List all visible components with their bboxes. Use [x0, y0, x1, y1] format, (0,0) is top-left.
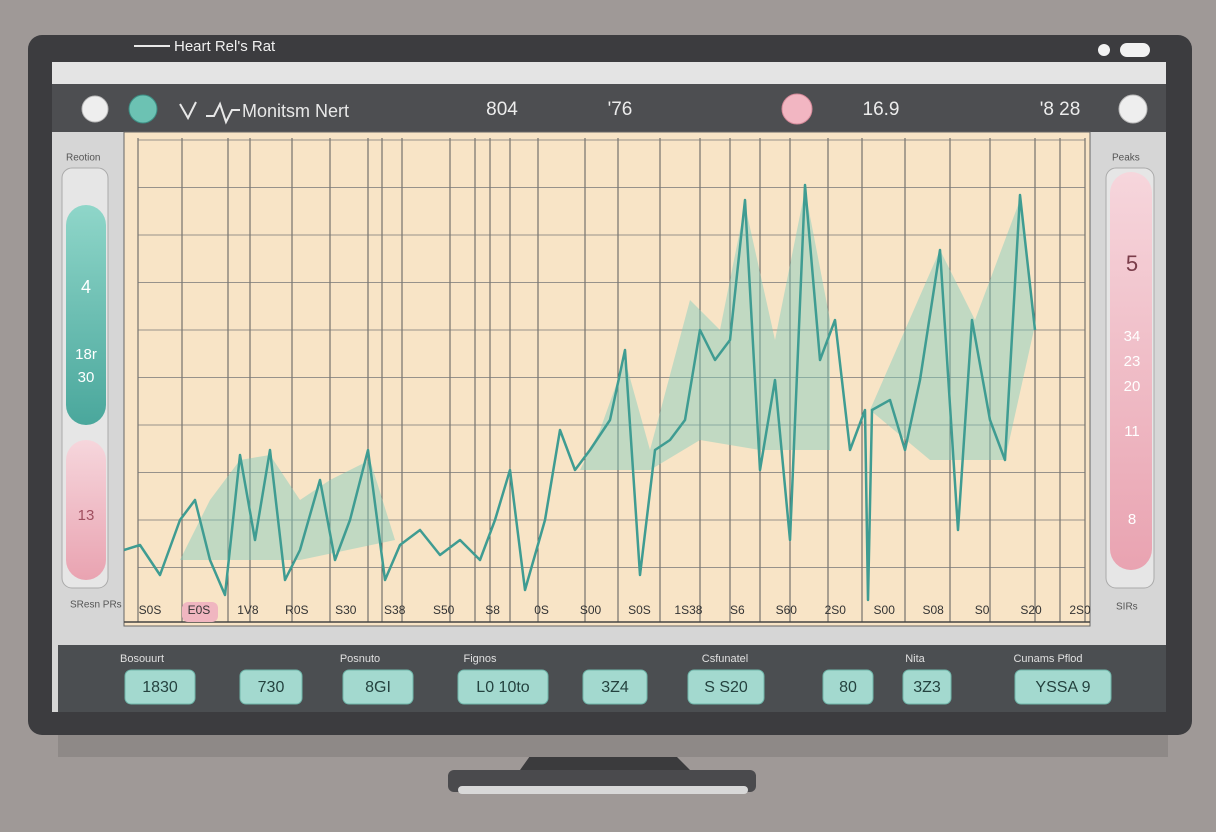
- control-button[interactable]: [902, 669, 952, 705]
- control-button[interactable]: [1014, 669, 1112, 705]
- control-label: Cunams Pflod: [1013, 653, 1082, 665]
- left-footer: SResn PRs: [70, 600, 122, 611]
- x-label: S6: [730, 603, 745, 617]
- x-label: 0S: [534, 603, 549, 617]
- header-button[interactable]: [1118, 94, 1148, 124]
- marker: [182, 602, 218, 622]
- header-button[interactable]: [81, 95, 109, 123]
- header-button[interactable]: [781, 93, 813, 125]
- control-button[interactable]: [124, 669, 196, 705]
- left-value: 4: [81, 277, 91, 297]
- waveform-fill: [180, 190, 1035, 560]
- heart-icon: [179, 101, 240, 125]
- right-value: 8: [1128, 511, 1136, 528]
- stand-base-edge: [458, 786, 748, 794]
- window-dot[interactable]: [1098, 44, 1110, 56]
- x-label: S00: [580, 603, 602, 617]
- x-label: S0S: [628, 603, 651, 617]
- x-label: S8: [485, 603, 500, 617]
- x-label: S38: [384, 603, 406, 617]
- header-reading: '76: [608, 99, 633, 120]
- control-label: Fignos: [463, 653, 497, 665]
- control-button-label[interactable]: S S20: [704, 679, 748, 696]
- right-footer: SIRs: [1116, 602, 1138, 613]
- control-label: Bosouurt: [120, 653, 164, 665]
- chart-area: [123, 131, 1091, 627]
- waveform: [123, 183, 1037, 602]
- control-button[interactable]: [342, 669, 414, 705]
- control-button-label[interactable]: L0 10to: [476, 679, 529, 696]
- control-label: Nita: [905, 653, 925, 665]
- control-button[interactable]: [239, 669, 303, 705]
- top-strip: [52, 62, 1166, 84]
- control-button-label[interactable]: 3Z4: [601, 679, 629, 696]
- x-label: 2S0: [1069, 603, 1091, 617]
- control-button-label[interactable]: 80: [839, 679, 857, 696]
- right-value: 34: [1124, 328, 1141, 345]
- left-value: 13: [78, 507, 95, 524]
- control-button[interactable]: [822, 669, 874, 705]
- header-title: Monitsm Nert: [242, 101, 349, 121]
- x-label: S50: [433, 603, 455, 617]
- x-label: S00: [874, 603, 896, 617]
- control-button-label[interactable]: YSSA 9: [1035, 679, 1090, 696]
- left-value: 18r: [75, 346, 97, 363]
- control-button-label[interactable]: 3Z3: [913, 679, 941, 696]
- x-label: S08: [922, 603, 944, 617]
- left-gauge-pink: [66, 440, 106, 580]
- x-label: S30: [335, 603, 357, 617]
- control-button[interactable]: [687, 669, 765, 705]
- right-value: 11: [1124, 423, 1140, 440]
- window-title: Heart Rel's Rat: [174, 38, 276, 55]
- left-value: 30: [78, 369, 95, 386]
- control-label: Csfunatel: [702, 653, 748, 665]
- control-button-label[interactable]: 730: [258, 679, 285, 696]
- x-label: S60: [776, 603, 798, 617]
- header-reading: '8 28: [1040, 99, 1081, 120]
- x-label: 1S38: [674, 603, 702, 617]
- left-label: Reotion: [66, 153, 100, 164]
- header-reading: 804: [486, 99, 518, 120]
- right-value: 5: [1126, 251, 1138, 276]
- x-label: 1V8: [237, 603, 259, 617]
- window-toggle[interactable]: [1120, 43, 1150, 57]
- control-button-label[interactable]: 1830: [142, 679, 178, 696]
- control-button[interactable]: [457, 669, 549, 705]
- header-reading: 16.9: [863, 99, 900, 120]
- x-label: E0S: [188, 603, 211, 617]
- header-band: [52, 84, 1166, 132]
- right-gauge: [1110, 172, 1152, 570]
- control-button-label[interactable]: 8GI: [365, 679, 391, 696]
- header-button[interactable]: [128, 94, 158, 124]
- frame-shadow: [58, 735, 1168, 757]
- x-label: R0S: [285, 603, 308, 617]
- x-label: S0: [975, 603, 990, 617]
- x-label: S0S: [139, 603, 162, 617]
- right-value: 23: [1124, 353, 1141, 370]
- right-label: Peaks: [1112, 153, 1140, 164]
- left-gauge: [66, 205, 106, 425]
- control-button[interactable]: [582, 669, 648, 705]
- x-label: 2S0: [825, 603, 847, 617]
- x-label: S20: [1020, 603, 1042, 617]
- right-value: 20: [1124, 378, 1141, 395]
- control-label: Posnuto: [340, 653, 380, 665]
